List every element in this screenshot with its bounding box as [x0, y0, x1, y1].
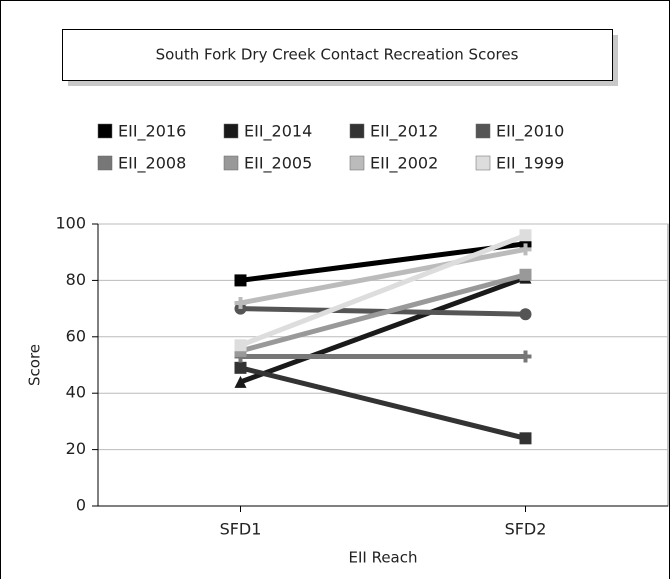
- legend-swatch: [223, 123, 239, 139]
- title-box: [62, 29, 613, 81]
- legend-label: EII_2002: [370, 154, 438, 174]
- data-point: [519, 243, 532, 256]
- legend-swatch: [223, 155, 239, 171]
- y-tick-label: 100: [55, 214, 86, 233]
- plot-area: [97, 223, 669, 507]
- legend-swatch: [97, 155, 113, 171]
- series-line: [239, 365, 527, 441]
- chart-title: South Fork Dry Creek Contact Recreation …: [156, 46, 519, 64]
- data-point: [234, 274, 247, 287]
- legend-label: EII_2016: [118, 122, 186, 142]
- series-line: [240, 246, 526, 306]
- legend-swatch: [475, 123, 491, 139]
- data-point: [519, 432, 532, 445]
- series-line: [239, 272, 527, 354]
- legend-swatch: [475, 155, 491, 171]
- legend-swatch: [349, 155, 365, 171]
- data-point: [519, 229, 532, 242]
- y-tick-label: 60: [66, 326, 86, 345]
- series-line: [239, 232, 527, 348]
- legend-label: EII_2008: [118, 154, 186, 174]
- series-line: [240, 241, 526, 283]
- x-tick-label: SFD2: [505, 520, 547, 539]
- data-point: [234, 296, 247, 309]
- data-point: [234, 339, 247, 352]
- legend-label: EII_2012: [370, 122, 438, 142]
- y-tick-label: 80: [66, 270, 86, 289]
- y-tick-label: 20: [66, 439, 86, 458]
- data-point: [519, 268, 532, 281]
- data-point: [234, 361, 247, 374]
- legend-swatch: [349, 123, 365, 139]
- legend-label: EII_2010: [496, 122, 564, 142]
- y-tick-label: 40: [66, 383, 86, 402]
- legend-label: EII_1999: [496, 154, 564, 174]
- y-axis-label: Score: [26, 344, 44, 386]
- legend-label: EII_2005: [244, 154, 312, 174]
- data-point: [519, 350, 532, 363]
- legend-label: EII_2014: [244, 122, 312, 142]
- data-point: [234, 375, 247, 388]
- y-tick-label: 0: [76, 496, 86, 515]
- series-line: [239, 275, 527, 385]
- x-axis-label: EII Reach: [348, 549, 417, 567]
- data-point: [519, 308, 532, 321]
- x-tick-label: SFD1: [220, 520, 262, 539]
- legend-swatch: [97, 123, 113, 139]
